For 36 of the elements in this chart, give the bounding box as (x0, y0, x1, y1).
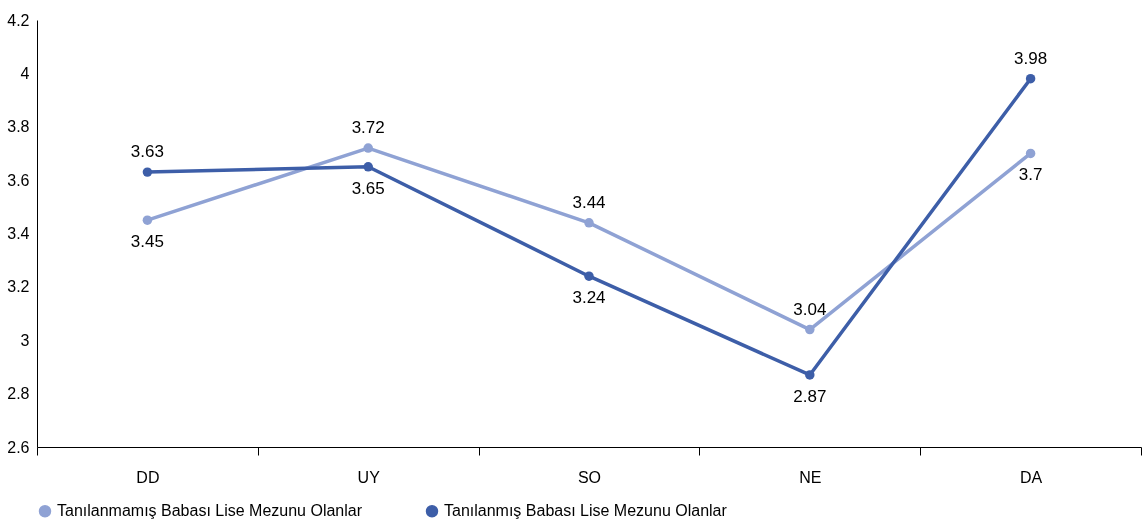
y-tick-label: 4 (20, 64, 30, 82)
point (805, 370, 815, 380)
data-label: 3.44 (572, 192, 606, 212)
point (363, 143, 373, 153)
y-tick-label: 3 (20, 331, 30, 349)
point (584, 271, 594, 281)
data-label: 3.63 (130, 142, 164, 162)
data-label: 3.24 (572, 288, 606, 308)
y-tick-label: 3.6 (7, 171, 30, 189)
y-tick-label: 3.4 (7, 225, 30, 242)
data-label: 3.72 (351, 118, 385, 138)
x-tick-label: SO (577, 468, 602, 486)
y-tick-label: 3.8 (7, 118, 30, 136)
data-label: 2.87 (793, 386, 827, 406)
data-label: 3.98 (1014, 48, 1048, 68)
point (142, 167, 153, 177)
y-tick-label: 3.2 (7, 278, 30, 296)
legend-label: Tanılanmış Babası Lise Mezunu Olanlar (444, 502, 728, 520)
y-tick-label: 4.2 (7, 11, 30, 29)
legend-label: Tanılanmamış Babası Lise Mezunu Olanlar (57, 502, 363, 520)
point (584, 218, 594, 228)
y-tick-label: 2.6 (7, 438, 30, 456)
x-tick-label: UY (357, 468, 381, 486)
point (1025, 148, 1036, 159)
point (1025, 73, 1036, 84)
x-tick-label: NE (799, 468, 822, 486)
data-label: 3.04 (793, 299, 827, 319)
data-label: 3.45 (130, 232, 164, 252)
x-tick-label: DA (1019, 468, 1043, 486)
point (142, 215, 153, 225)
x-tick-label: DD (136, 468, 160, 486)
y-tick-label: 2.8 (7, 385, 30, 403)
point (363, 162, 373, 172)
point (805, 324, 815, 335)
data-label: 3.7 (1018, 165, 1043, 185)
data-label: 3.65 (351, 178, 385, 198)
